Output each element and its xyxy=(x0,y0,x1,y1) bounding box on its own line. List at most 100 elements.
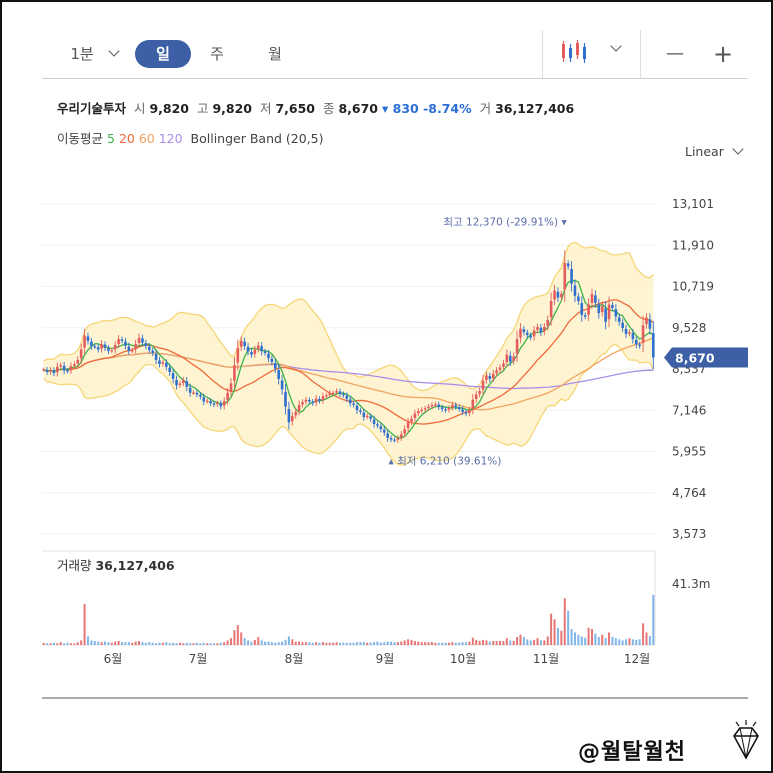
candle-body xyxy=(348,399,352,404)
indicator-legend[interactable]: 이동평균 5 20 60 120 Bollinger Band (20,5) xyxy=(57,128,323,147)
zoom-out-button[interactable]: — xyxy=(666,43,684,64)
candle-body xyxy=(590,294,594,303)
volume-bar xyxy=(328,642,331,645)
volume-bar xyxy=(645,632,648,645)
volume-bar xyxy=(635,639,638,645)
volume-value: 36,127,406 xyxy=(495,101,575,116)
candlestick-icon[interactable] xyxy=(558,38,594,68)
volume-bar xyxy=(338,642,341,645)
volume-bar xyxy=(437,642,440,645)
candle-body xyxy=(447,408,451,410)
candle-body xyxy=(107,348,110,351)
candle-body xyxy=(413,413,417,418)
candle-body xyxy=(182,380,185,383)
volume-bar xyxy=(209,643,212,645)
y-tick-label: 7,146 xyxy=(672,403,706,417)
volume-bar xyxy=(413,641,416,645)
volume-bar xyxy=(144,642,147,645)
bollinger-band-area xyxy=(43,242,654,466)
candle-body xyxy=(90,341,93,347)
volume-bar xyxy=(478,641,481,645)
candle-body xyxy=(86,336,90,341)
candle-body xyxy=(543,326,546,332)
candle-body xyxy=(318,398,321,401)
candle-body xyxy=(587,304,590,315)
candle-body xyxy=(634,339,638,345)
volume-bar xyxy=(298,641,301,645)
volume-bar xyxy=(420,642,423,645)
candle-body xyxy=(369,416,372,419)
candle-body xyxy=(42,369,46,371)
candle-body xyxy=(580,303,584,315)
volume-bar xyxy=(502,641,505,645)
candle-body xyxy=(566,263,570,267)
candle-body xyxy=(209,401,212,404)
volume-bar xyxy=(362,642,365,645)
ma60-legend: 60 xyxy=(138,131,155,146)
candle-body xyxy=(403,429,406,434)
volume-bar xyxy=(441,642,444,645)
tab-monthly[interactable]: 월 xyxy=(268,45,282,63)
tab-daily[interactable]: 일 xyxy=(135,40,191,68)
candle-body xyxy=(124,341,127,346)
candle-body xyxy=(376,424,379,426)
candle-body xyxy=(212,403,216,405)
volume-bar xyxy=(631,639,634,645)
volume-bar xyxy=(59,642,62,645)
volume-bar xyxy=(189,643,192,645)
candle-body xyxy=(502,363,505,367)
candle-body xyxy=(96,347,100,350)
y-tick-label: 9,528 xyxy=(672,321,706,335)
volume-bar xyxy=(621,640,624,645)
volume-bar xyxy=(63,643,66,645)
candle-body xyxy=(515,339,519,354)
candle-body xyxy=(260,346,263,352)
y-tick-label: 5,955 xyxy=(672,445,706,459)
volume-bar xyxy=(611,637,614,645)
volume-bar xyxy=(195,642,198,645)
candle-body xyxy=(284,391,287,407)
volume-bar xyxy=(151,642,154,645)
zoom-in-button[interactable]: + xyxy=(712,40,734,68)
candle-body xyxy=(420,409,424,411)
volume-bar xyxy=(434,642,437,645)
volume-bar xyxy=(608,632,611,645)
candle-body xyxy=(628,332,631,334)
candle-body xyxy=(83,335,86,348)
volume-bar xyxy=(410,639,413,645)
candle-body xyxy=(308,399,311,402)
volume-bar xyxy=(141,642,144,645)
volume-bar xyxy=(212,643,215,645)
volume-bar xyxy=(628,638,631,645)
candle-body xyxy=(570,268,573,284)
candle-body xyxy=(519,328,522,338)
volume-bar xyxy=(247,640,250,645)
volume-bar xyxy=(284,639,287,645)
candle-body xyxy=(417,411,420,414)
candle-body xyxy=(263,351,267,353)
scale-selector[interactable]: Linear xyxy=(685,143,744,159)
interval-select[interactable]: 1분 xyxy=(70,45,94,63)
x-tick-label: 10월 xyxy=(450,652,476,666)
quote-summary: 우리기술투자 시 9,820 고 9,820 저 7,650 종 8,670 ▾… xyxy=(57,98,574,117)
candle-body xyxy=(342,394,345,396)
volume-bar xyxy=(332,642,335,645)
candle-body xyxy=(66,370,69,372)
volume-bar xyxy=(597,637,600,645)
candle-body xyxy=(382,429,386,433)
tab-weekly[interactable]: 주 xyxy=(210,45,224,63)
volume-bar xyxy=(257,637,260,645)
ma60-line xyxy=(43,337,654,411)
candle-body xyxy=(321,396,325,401)
candle-body xyxy=(457,407,461,410)
high-label: 고 xyxy=(196,101,209,116)
candle-body xyxy=(151,350,154,353)
volume-bar xyxy=(236,625,239,645)
candle-body xyxy=(93,346,97,348)
candle-body xyxy=(522,329,526,333)
low-annotation: ▴ 최저 6,210 (39.61%) xyxy=(388,456,501,468)
candle-body xyxy=(270,358,274,362)
current-price-tag xyxy=(664,347,748,368)
candle-body xyxy=(539,327,543,333)
